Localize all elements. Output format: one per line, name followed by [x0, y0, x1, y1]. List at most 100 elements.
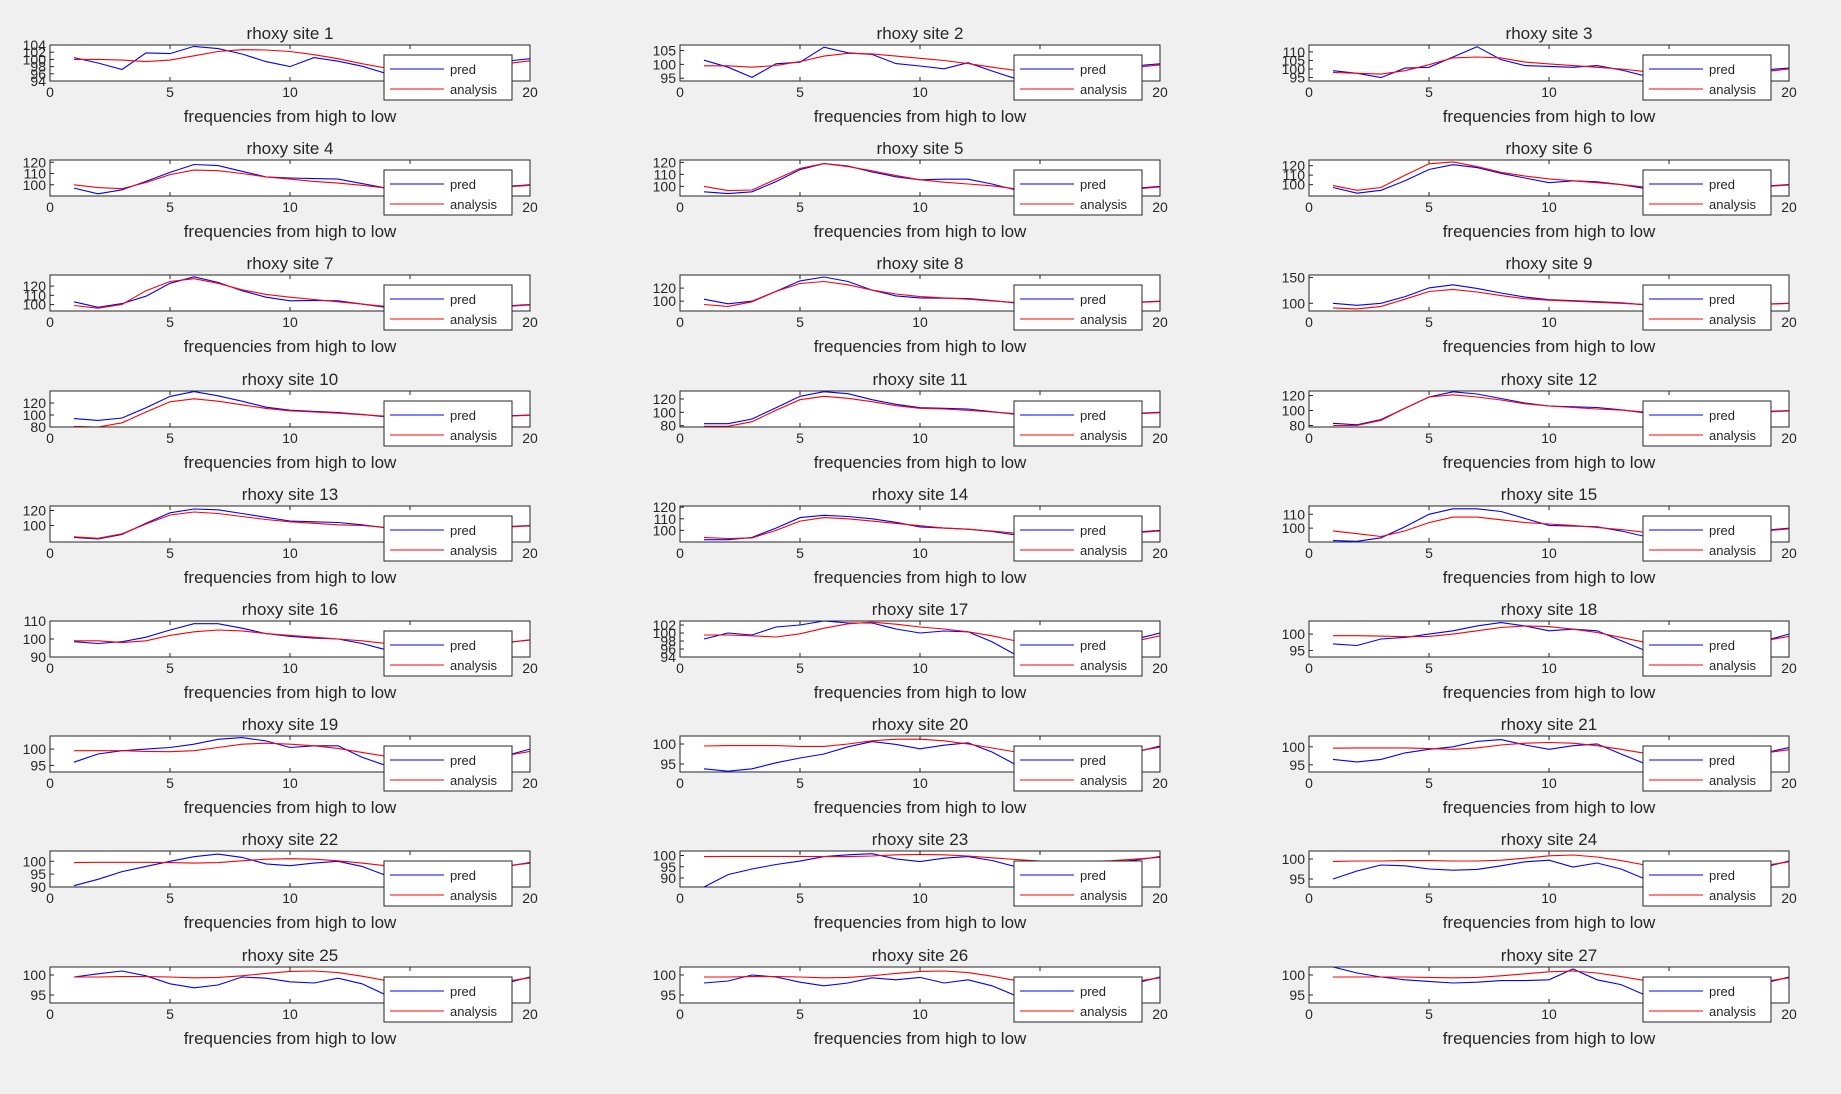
legend-label-analysis: analysis — [1080, 312, 1127, 327]
x-tick-label: 10 — [282, 314, 298, 330]
subplot-title: rhoxy site 12 — [1501, 370, 1597, 389]
legend-box — [1013, 400, 1143, 447]
legend-label-analysis: analysis — [1080, 658, 1127, 673]
y-tick-label: 100 — [23, 631, 47, 647]
x-axis-label: frequencies from high to low — [1443, 107, 1656, 126]
x-tick-label: 10 — [282, 199, 298, 215]
legend: pred analysis — [383, 860, 513, 907]
x-tick-label: 20 — [1152, 84, 1168, 100]
y-tick-label: 100 — [1282, 739, 1306, 755]
legend-label-pred: pred — [450, 984, 476, 999]
legend-label-analysis: analysis — [450, 773, 497, 788]
legend: pred analysis — [383, 284, 513, 331]
legend-label-pred: pred — [1709, 638, 1735, 653]
legend-label-pred: pred — [1080, 984, 1106, 999]
y-tick-label: 98 — [660, 633, 676, 649]
x-tick-label: 20 — [1781, 430, 1797, 446]
x-axis-label: frequencies from high to low — [1443, 453, 1656, 472]
subplot-title: rhoxy site 4 — [247, 139, 334, 158]
subplot-svg: 051015209095100rhoxy site 22frequencies … — [23, 830, 538, 932]
y-tick-label: 105 — [1282, 52, 1306, 68]
subplot-title: rhoxy site 18 — [1501, 600, 1597, 619]
x-axis-label: frequencies from high to low — [184, 683, 397, 702]
x-tick-label: 5 — [796, 84, 804, 100]
x-axis-label: frequencies from high to low — [184, 453, 397, 472]
x-tick-label: 10 — [282, 660, 298, 676]
y-tick-label: 94 — [30, 73, 46, 89]
legend: pred analysis — [1013, 860, 1143, 907]
x-tick-label: 10 — [1541, 545, 1557, 561]
subplot-1: 05101520949698100102104rhoxy site 1frequ… — [23, 15, 538, 131]
x-axis-label: frequencies from high to low — [814, 798, 1027, 817]
y-tick-label: 95 — [30, 987, 46, 1003]
y-tick-label: 100 — [653, 404, 677, 420]
x-axis-label: frequencies from high to low — [1443, 913, 1656, 932]
legend-label-analysis: analysis — [450, 1004, 497, 1019]
y-tick-label: 100 — [1282, 177, 1306, 193]
y-tick-label: 104 — [23, 37, 47, 53]
y-tick-label: 102 — [23, 44, 47, 60]
legend-label-analysis: analysis — [450, 543, 497, 558]
subplot-5: 05101520100110120rhoxy site 5frequencies… — [653, 130, 1168, 246]
legend-box — [1642, 515, 1772, 562]
x-tick-label: 20 — [522, 84, 538, 100]
subplot-title: rhoxy site 16 — [242, 600, 338, 619]
x-tick-label: 0 — [676, 890, 684, 906]
x-tick-label: 5 — [796, 775, 804, 791]
legend-box — [1642, 976, 1772, 1023]
legend: pred analysis — [1013, 630, 1143, 677]
subplot-title: rhoxy site 20 — [872, 715, 968, 734]
legend: pred analysis — [1642, 54, 1772, 101]
x-tick-label: 5 — [1425, 660, 1433, 676]
legend-label-analysis: analysis — [1080, 888, 1127, 903]
legend: pred analysis — [1013, 400, 1143, 447]
legend-box — [383, 745, 513, 792]
legend-box — [1642, 860, 1772, 907]
x-tick-label: 5 — [1425, 890, 1433, 906]
x-tick-label: 20 — [1781, 199, 1797, 215]
legend-box — [1013, 860, 1143, 907]
x-axis-label: frequencies from high to low — [184, 913, 397, 932]
legend-box — [1642, 630, 1772, 677]
y-tick-label: 100 — [653, 178, 677, 194]
subplot-title: rhoxy site 21 — [1501, 715, 1597, 734]
subplot-title: rhoxy site 14 — [872, 485, 968, 504]
y-tick-label: 120 — [653, 499, 677, 515]
x-tick-label: 10 — [1541, 660, 1557, 676]
y-tick-label: 120 — [23, 278, 47, 294]
legend-label-pred: pred — [1709, 753, 1735, 768]
x-axis-label: frequencies from high to low — [814, 107, 1027, 126]
y-tick-label: 105 — [653, 43, 677, 59]
legend-label-analysis: analysis — [1709, 82, 1756, 97]
subplot-title: rhoxy site 25 — [242, 946, 338, 965]
legend: pred analysis — [1013, 745, 1143, 792]
x-tick-label: 10 — [912, 199, 928, 215]
subplot-svg: 0510152080100120rhoxy site 10frequencies… — [23, 370, 538, 472]
y-tick-label: 95 — [1289, 757, 1305, 773]
y-tick-label: 100 — [1282, 61, 1306, 77]
legend: pred analysis — [1642, 515, 1772, 562]
y-tick-label: 120 — [653, 391, 677, 407]
subplot-title: rhoxy site 17 — [872, 600, 968, 619]
legend: pred analysis — [1013, 54, 1143, 101]
y-tick-label: 96 — [660, 641, 676, 657]
x-tick-label: 10 — [282, 775, 298, 791]
subplot-svg: 05101520100110120rhoxy site 5frequencies… — [653, 139, 1168, 241]
legend-label-pred: pred — [1709, 984, 1735, 999]
legend: pred analysis — [1642, 976, 1772, 1023]
x-tick-label: 5 — [166, 314, 174, 330]
subplot-22: 051015209095100rhoxy site 22frequencies … — [23, 821, 538, 937]
legend-label-pred: pred — [1080, 868, 1106, 883]
y-tick-label: 100 — [23, 407, 47, 423]
x-tick-label: 0 — [1305, 430, 1313, 446]
x-tick-label: 0 — [676, 775, 684, 791]
legend: pred analysis — [1013, 976, 1143, 1023]
x-axis-label: frequencies from high to low — [1443, 1029, 1656, 1048]
legend: pred analysis — [1642, 745, 1772, 792]
x-tick-label: 0 — [46, 84, 54, 100]
legend-label-pred: pred — [1709, 868, 1735, 883]
